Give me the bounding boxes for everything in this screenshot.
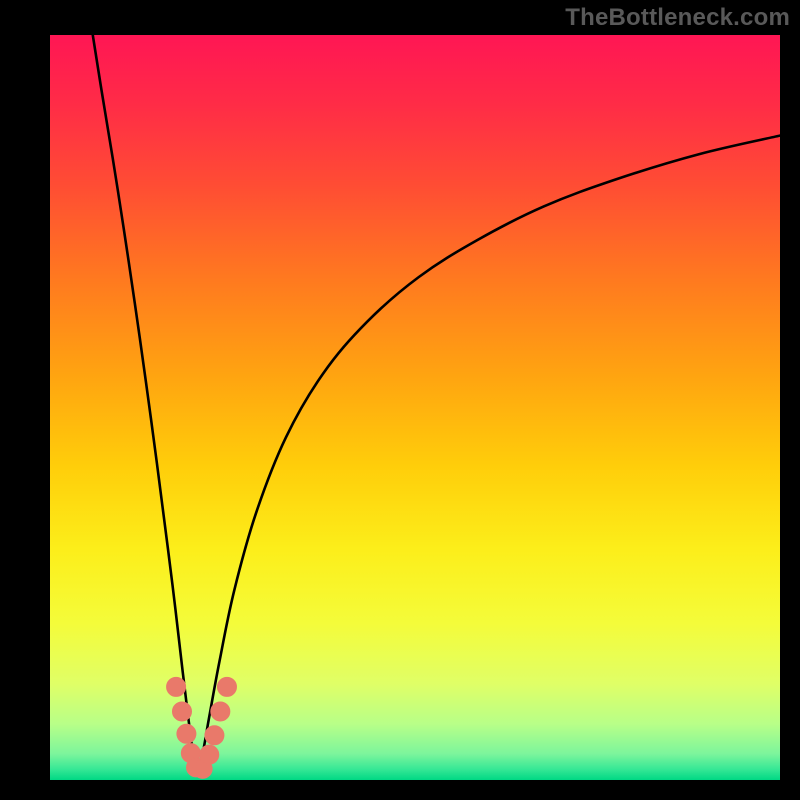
marker-dot <box>200 745 219 764</box>
stage: TheBottleneck.com <box>0 0 800 800</box>
marker-dot <box>217 677 236 696</box>
gradient-background <box>50 35 780 780</box>
watermark-text: TheBottleneck.com <box>565 4 790 32</box>
marker-dot <box>211 702 230 721</box>
bottleneck-chart <box>50 35 780 780</box>
marker-dot <box>205 726 224 745</box>
marker-dot <box>172 702 191 721</box>
marker-dot <box>177 724 196 743</box>
marker-dot <box>167 677 186 696</box>
